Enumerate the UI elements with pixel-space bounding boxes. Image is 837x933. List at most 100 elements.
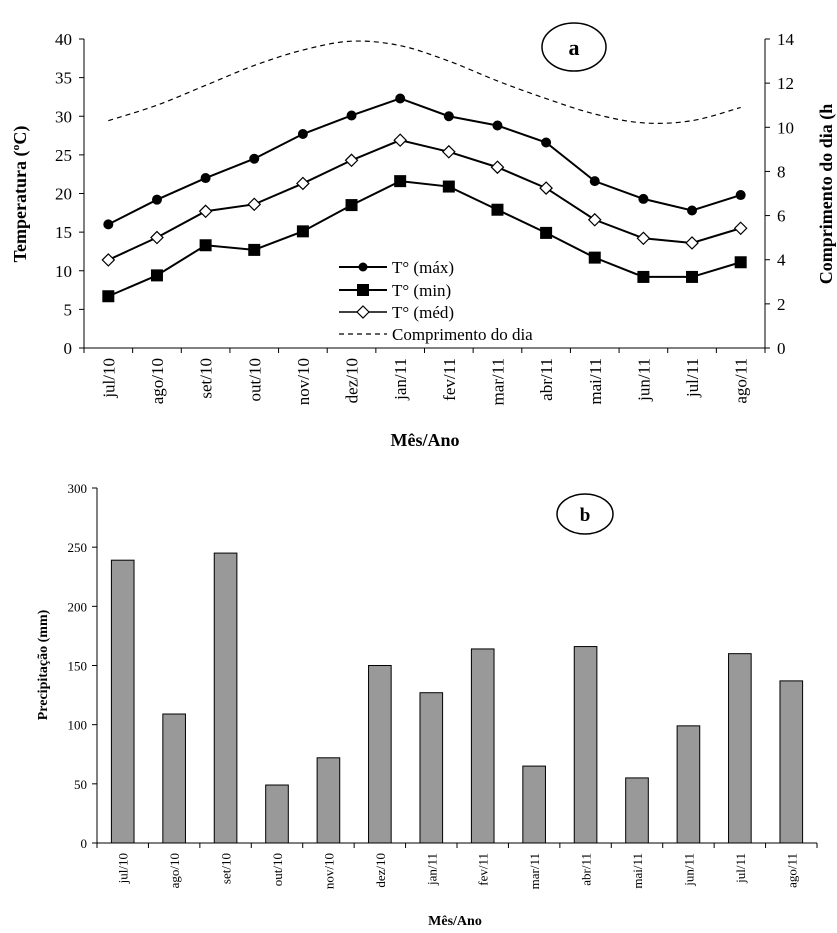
point-min <box>150 269 163 282</box>
b-x-tick-label: ago/10 <box>167 853 182 888</box>
bar-set-10 <box>213 552 238 844</box>
temperature-chart: 0 5 10 15 20 25 30 35 40 0 2 4 6 8 10 12 14 jul/10 ago/1… <box>10 22 837 450</box>
legend-marker-max <box>358 262 368 272</box>
y-tick-label: 30 <box>55 107 72 126</box>
panel-a-badge <box>541 22 607 72</box>
panel-b-label: b <box>580 505 591 526</box>
y-right-tick-label: 12 <box>777 74 794 93</box>
point-min <box>442 180 455 193</box>
bar-ago-10 <box>162 713 186 844</box>
point-med <box>490 160 505 175</box>
y-tick-label: 15 <box>55 223 72 242</box>
bar-fev-11 <box>470 648 495 844</box>
point-min <box>199 239 212 252</box>
point-med <box>198 204 213 219</box>
y-tick-label: 5 <box>64 300 73 319</box>
point-max <box>200 173 211 184</box>
series-line-daylength <box>108 40 741 124</box>
panel-a-label: a <box>569 35 580 60</box>
point-med <box>393 133 408 148</box>
point-med <box>733 221 748 236</box>
b-x-tick-label: set/10 <box>219 853 234 884</box>
precipitation-chart: 0 50 100 150 200 250 300 jul/10 ago/10 set/10 out… <box>36 481 818 929</box>
b-x-tick-label: jan/11 <box>424 853 439 886</box>
y-right-tick-label: 2 <box>777 295 786 314</box>
point-max <box>249 153 260 164</box>
point-med <box>685 236 699 250</box>
bar-jun-11 <box>676 725 701 844</box>
point-min <box>588 251 601 264</box>
legend-marker-min <box>357 284 369 296</box>
b-x-tick-label: out/10 <box>270 853 285 886</box>
point-max <box>443 111 454 122</box>
point-max <box>687 205 698 216</box>
b-y-tick-label: 200 <box>68 599 88 614</box>
series-1 <box>102 175 747 303</box>
b-x-axis-label: Mês/Ano <box>428 914 482 929</box>
b-x-tick-label: jul/11 <box>733 853 748 884</box>
y-right-tick-label: 0 <box>777 339 786 358</box>
x-tick-label: fev/11 <box>440 358 459 401</box>
x-tick-label: abr/11 <box>537 358 556 401</box>
bar-abr-11 <box>573 646 598 844</box>
x-tick-label: jun/11 <box>634 358 653 402</box>
b-x-tick-label: nov/10 <box>321 853 336 889</box>
y-right-tick-label: 6 <box>777 207 786 226</box>
bar-jul-10 <box>110 559 135 844</box>
b-y-tick-label: 300 <box>68 481 88 496</box>
b-y-tick-label: 0 <box>81 836 88 851</box>
bar-out-10 <box>265 784 289 844</box>
legend-label-max: T° (máx) <box>392 258 454 277</box>
legend-label-med: T° (méd) <box>392 303 454 322</box>
bar-dez-10 <box>368 665 392 844</box>
bar-mai-11 <box>625 777 649 844</box>
x-tick-label: jul/10 <box>99 358 118 399</box>
y-axis-label-right: Comprimento do dia (h <box>816 104 837 285</box>
y-tick-label: 40 <box>55 30 72 49</box>
point-min <box>734 256 747 269</box>
x-tick-label: jan/11 <box>391 358 410 401</box>
bar-nov-10 <box>316 757 341 844</box>
point-min <box>248 243 261 256</box>
series-line <box>107 97 741 226</box>
y-tick-label: 25 <box>55 146 72 165</box>
b-y-tick-label: 100 <box>68 718 88 733</box>
point-max <box>151 194 162 205</box>
b-x-tick-label: mai/11 <box>630 853 645 889</box>
point-max <box>103 219 114 230</box>
point-med <box>296 176 310 191</box>
bar-jul-11 <box>728 653 752 844</box>
point-min <box>637 270 650 283</box>
x-axis-label: Mês/Ano <box>391 430 460 450</box>
point-max <box>297 129 308 140</box>
point-med <box>247 197 262 212</box>
x-tick-label: nov/10 <box>294 358 313 405</box>
b-y-tick-label: 250 <box>68 540 88 555</box>
x-tick-label: out/10 <box>245 358 264 401</box>
legend-label-daylength: Comprimento do dia <box>392 325 533 344</box>
y-right-tick-label: 4 <box>777 251 786 270</box>
legend-label-min: T° (min) <box>392 281 451 300</box>
point-min <box>102 290 115 303</box>
series-line <box>107 180 741 298</box>
series-line <box>107 139 741 261</box>
point-max <box>541 137 552 148</box>
b-x-tick-label: abr/11 <box>579 853 594 886</box>
point-med <box>636 231 651 246</box>
b-x-tick-label: jul/10 <box>116 853 131 884</box>
y-tick-label: 10 <box>55 262 72 281</box>
point-max <box>346 110 357 121</box>
x-tick-label: dez/10 <box>343 358 362 403</box>
point-med <box>101 253 116 267</box>
b-y-axis-label: Precipitação (mm) <box>36 609 51 720</box>
b-x-tick-label: dez/10 <box>373 853 388 888</box>
point-med <box>150 230 164 245</box>
panel-b-badge <box>556 493 614 535</box>
x-tick-label: set/10 <box>197 358 216 399</box>
b-x-tick-label: jun/11 <box>681 853 696 887</box>
b-x-tick-label: fev/11 <box>476 853 491 886</box>
point-med <box>344 153 359 168</box>
point-min <box>394 175 407 188</box>
y-tick-label: 35 <box>55 69 72 88</box>
